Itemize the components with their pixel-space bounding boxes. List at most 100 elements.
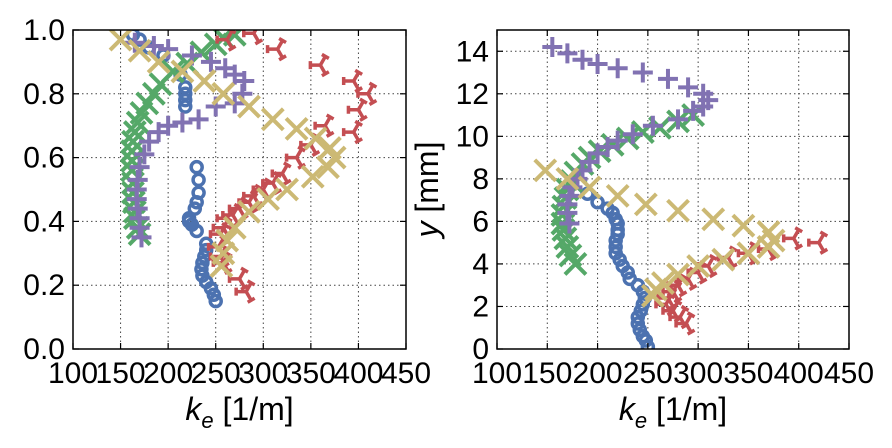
x-tick-label: 200 [143, 357, 193, 390]
data-point [640, 339, 656, 349]
x-tick-label: 350 [723, 357, 773, 390]
data-point [211, 81, 236, 106]
data-point [227, 266, 249, 291]
y-tick-label: 0.6 [23, 142, 65, 175]
data-point [242, 30, 264, 46]
data-point [208, 293, 223, 309]
x-tick-label: 300 [673, 357, 723, 390]
data-point [563, 252, 588, 276]
data-point [597, 136, 618, 157]
y-tick-label: 2 [472, 290, 489, 323]
data-point [189, 223, 204, 239]
data-point [234, 279, 256, 304]
data-point [607, 58, 628, 79]
data-point [657, 68, 678, 89]
plot-frame [72, 29, 407, 350]
data-point [275, 177, 299, 202]
data-point [134, 144, 155, 165]
data-point [316, 155, 340, 180]
data-point [701, 207, 726, 232]
data-point [686, 254, 711, 278]
data-point [756, 235, 781, 259]
data-point [693, 96, 714, 117]
data-point [630, 316, 646, 331]
data-point [313, 113, 335, 138]
data-point [178, 80, 193, 95]
data-point [108, 30, 133, 52]
y-tick-label: 6 [472, 205, 489, 238]
data-point [666, 262, 690, 287]
data-point [608, 233, 623, 248]
y-tick-label: 10 [456, 120, 489, 153]
data-point [668, 304, 690, 330]
data-point [608, 239, 623, 255]
data-point [127, 38, 152, 63]
series-0-blue [580, 186, 656, 349]
x-axis-label: ke [1/m] [185, 391, 293, 433]
series-2-red [206, 30, 378, 304]
x-tick-label: 400 [774, 357, 824, 390]
data-point [620, 265, 635, 280]
data-point [341, 68, 364, 94]
data-point [640, 283, 665, 308]
data-point [300, 164, 325, 189]
data-point [256, 187, 280, 211]
data-point [284, 116, 309, 141]
data-point [642, 115, 663, 136]
x-axis-label: ke [1/m] [619, 391, 727, 433]
data-point [178, 99, 193, 114]
data-point [195, 255, 210, 271]
data-point [303, 126, 328, 151]
data-point [668, 109, 689, 130]
series-4-gold [533, 158, 786, 308]
data-point [308, 52, 330, 78]
data-point [632, 62, 653, 83]
data-point [736, 241, 761, 266]
data-point [131, 227, 152, 248]
data-point [674, 311, 696, 336]
data-point [607, 130, 628, 151]
data-point [206, 287, 222, 303]
data-point [242, 183, 264, 209]
data-point [124, 32, 145, 53]
data-point [643, 277, 668, 302]
data-point [553, 226, 578, 251]
data-point [542, 37, 563, 58]
y-tick-label: 8 [472, 163, 489, 196]
plot-frame [496, 29, 850, 350]
y-tick-label: 0.4 [23, 205, 65, 238]
x-tick-label: 250 [623, 357, 673, 390]
data-point [559, 213, 580, 234]
data-point [121, 129, 145, 154]
data-point [731, 213, 756, 238]
data-point [260, 107, 285, 132]
data-point [622, 124, 643, 145]
data-point [215, 30, 237, 52]
data-point [198, 236, 214, 251]
series-3-purple [542, 37, 719, 234]
x-tick-label: 200 [573, 357, 623, 390]
y-tick-label: 1.0 [23, 14, 65, 47]
data-point [666, 198, 690, 223]
x-tick-label: 350 [286, 357, 336, 390]
data-point [208, 221, 230, 247]
data-point [209, 254, 234, 278]
data-point [203, 32, 228, 57]
y-tick-label: 0.8 [23, 78, 65, 111]
data-point [170, 59, 195, 84]
data-point [557, 202, 578, 223]
data-point [356, 81, 378, 106]
data-point [146, 49, 171, 74]
chart-right: 100 150 200 250 300 350 400 450 0 2 4 6 8 10 12 14 ke [1… [409, 29, 874, 433]
data-point [341, 119, 364, 145]
data-point [172, 112, 193, 133]
data-point [572, 49, 593, 70]
data-point [610, 226, 625, 242]
data-point [191, 172, 206, 188]
data-point [633, 192, 658, 217]
data-point [638, 333, 654, 348]
data-point [284, 145, 306, 170]
data-point [194, 262, 209, 277]
x-tick-label: 100 [48, 357, 98, 390]
